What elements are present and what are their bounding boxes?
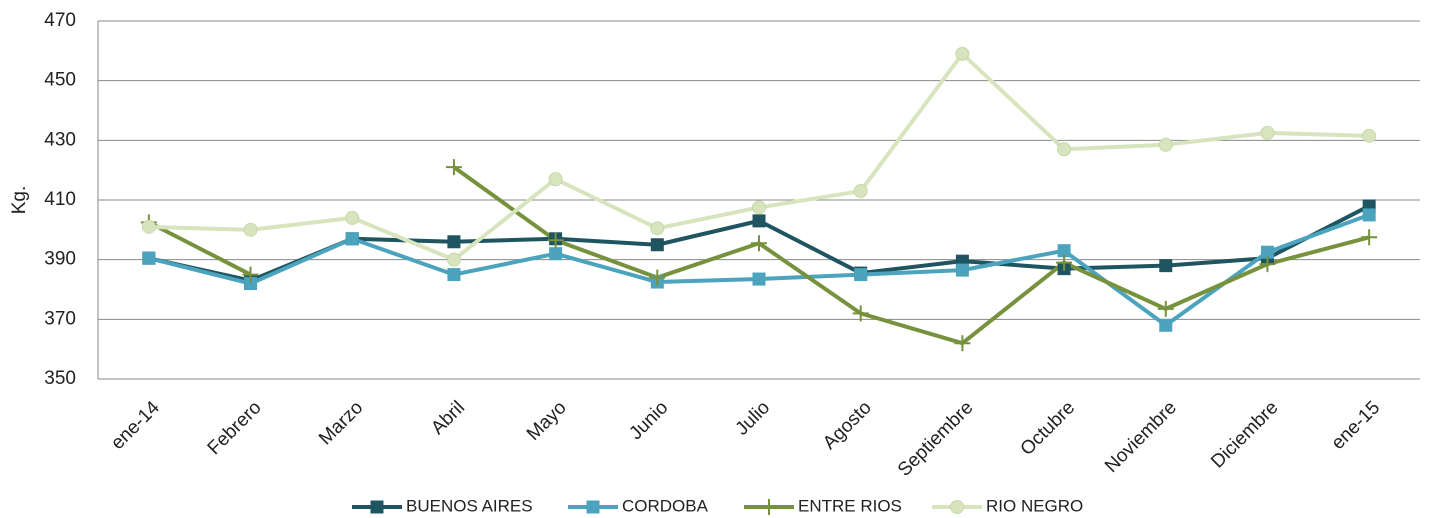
legend-marker xyxy=(950,500,964,514)
marker xyxy=(954,335,971,352)
marker xyxy=(649,269,666,286)
marker xyxy=(1260,125,1275,140)
legend-label: CORDOBA xyxy=(622,496,709,515)
x-tick-label: Agosto xyxy=(819,397,876,454)
y-tick-label: 470 xyxy=(44,10,76,31)
x-tick-label: ene-14 xyxy=(107,397,164,454)
marker xyxy=(853,184,868,199)
marker xyxy=(445,159,462,176)
marker xyxy=(242,266,259,283)
marker xyxy=(549,247,563,261)
series-line xyxy=(147,165,1370,346)
marker xyxy=(955,46,970,61)
marker xyxy=(752,272,766,286)
y-tick-label: 390 xyxy=(44,249,76,270)
legend-marker xyxy=(761,499,777,515)
x-tick-label: Diciembre xyxy=(1207,397,1282,472)
marker xyxy=(142,251,156,265)
marker xyxy=(752,200,766,215)
marker xyxy=(751,235,767,252)
series-line xyxy=(148,213,1370,328)
marker xyxy=(447,235,461,249)
x-tick-label: Marzo xyxy=(315,397,367,449)
marker xyxy=(1361,229,1378,246)
marker xyxy=(1259,256,1276,273)
x-tick-label: Septiembre xyxy=(894,397,978,481)
marker xyxy=(548,172,563,187)
legend: BUENOS AIRES CORDOBA ENTRE RIOS RIO NEGRO xyxy=(352,496,1083,515)
legend-marker xyxy=(586,500,600,514)
marker xyxy=(955,263,969,277)
x-tick-label: ene-15 xyxy=(1328,397,1385,454)
marker xyxy=(1159,318,1173,332)
x-tick-label: Julio xyxy=(732,397,774,439)
legend-label: ENTRE RIOS xyxy=(798,496,902,515)
marker xyxy=(446,252,461,267)
series-line xyxy=(148,51,1370,262)
y-axis-label: Kg. xyxy=(9,186,30,215)
x-tick-label: Noviembre xyxy=(1101,397,1181,477)
y-tick-label: 430 xyxy=(44,129,76,150)
legend-label: RIO NEGRO xyxy=(986,496,1083,515)
marker xyxy=(1159,259,1173,273)
marker xyxy=(345,210,360,225)
y-tick-label: 350 xyxy=(44,368,76,389)
y-tick-label: 410 xyxy=(44,189,76,210)
marker xyxy=(1057,142,1072,157)
x-tick-label: Octubre xyxy=(1017,397,1080,460)
marker xyxy=(1362,208,1376,222)
x-tick-label: Junio xyxy=(625,397,672,444)
marker xyxy=(1362,128,1377,143)
marker xyxy=(547,232,564,249)
marker xyxy=(1056,254,1073,271)
marker xyxy=(345,232,359,246)
marker xyxy=(854,268,868,282)
y-tick-label: 450 xyxy=(44,70,76,91)
marker xyxy=(650,221,665,236)
marker xyxy=(141,219,156,234)
legend-label: BUENOS AIRES xyxy=(406,496,533,515)
marker xyxy=(650,238,664,252)
marker xyxy=(1157,300,1174,317)
marker xyxy=(752,214,766,228)
y-tick-label: 370 xyxy=(44,308,76,329)
marker xyxy=(447,268,461,282)
legend-marker xyxy=(370,500,384,514)
x-tick-label: Abril xyxy=(427,397,469,439)
x-tick-label: Mayo xyxy=(523,397,571,445)
x-tick-label: Febrero xyxy=(204,397,266,459)
marker xyxy=(852,305,869,322)
marker xyxy=(1158,137,1173,152)
marker xyxy=(243,222,258,237)
